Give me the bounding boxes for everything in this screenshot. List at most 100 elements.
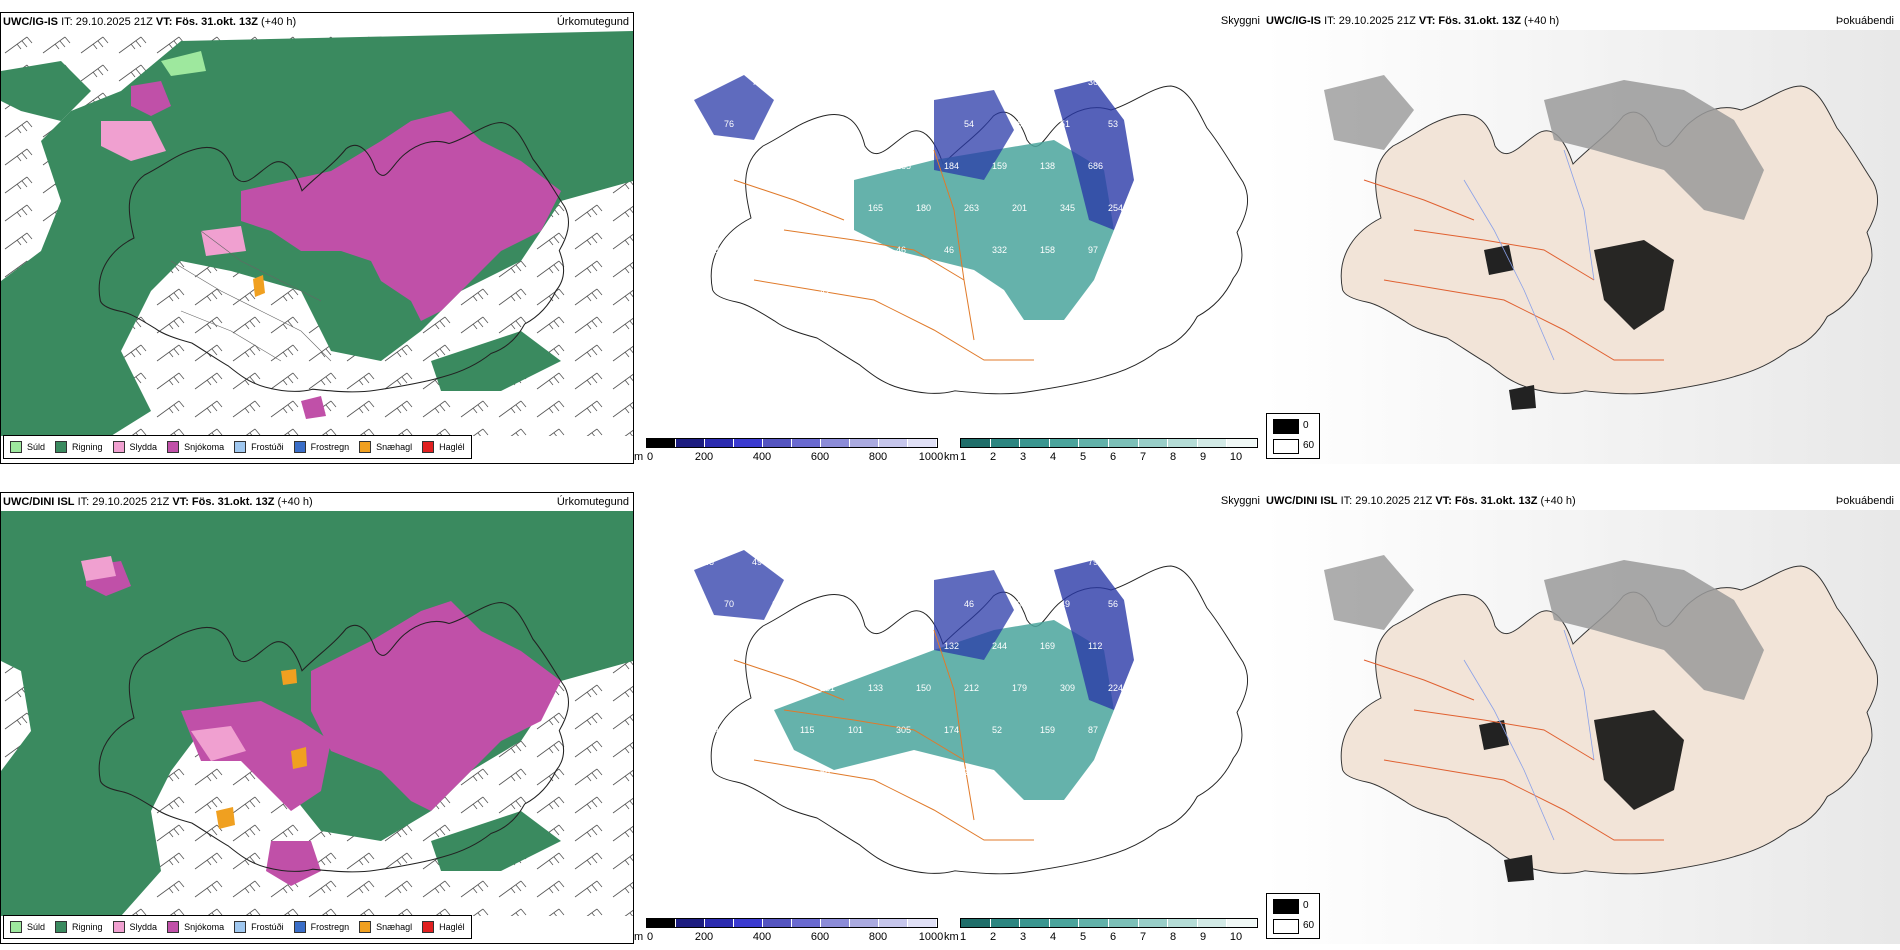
tick-label: 4 (1049, 931, 1057, 943)
visibility-value-label: 95 (848, 161, 858, 171)
tick-label: 600 (810, 451, 830, 463)
legend-swatch (293, 441, 306, 453)
visibility-colorbar: km 1 2 3 4 5 6 7 8 9 10 (944, 918, 1264, 944)
tick-label: 0 (646, 931, 654, 943)
visibility-value-label: 87 (1088, 725, 1098, 735)
ceiling-bar (646, 438, 938, 448)
visibility-value-label: 323 (820, 203, 835, 213)
visibility-value-label: 97 (1088, 245, 1098, 255)
low-ceiling-area (694, 75, 774, 140)
visibility-value-label: 52 (992, 725, 1002, 735)
legend-item: Frostúði (234, 441, 284, 453)
init-time: IT: 29.10.2025 21Z (1340, 495, 1433, 507)
visibility-value-label: 51 (1060, 119, 1070, 129)
tick-label: 6 (1109, 451, 1117, 463)
visibility-value-label: 170 (848, 245, 863, 255)
product-label: Skyggni (1220, 15, 1260, 27)
visibility-value-label: 76 (724, 119, 734, 129)
visibility-value-label: 158 (1040, 245, 1055, 255)
panel-header: UWC/DINI ISL IT: 29.10.2025 21Z VT: Fös.… (1266, 495, 1576, 507)
tick-label: 9 (1199, 451, 1207, 463)
visibility-value-label: 79 (1088, 557, 1098, 567)
visibility-value-label: 178 (800, 161, 815, 171)
legend-white-box (1273, 919, 1299, 934)
product-label: Þokuábendi (1835, 495, 1894, 507)
visibility-value-label: 66 (916, 599, 926, 609)
visibility-value-label: 52 (752, 641, 762, 651)
product-label: Úrkomutegund (556, 496, 629, 508)
visibility-value-label: 295 (752, 161, 767, 171)
tick-label: 6 (1109, 931, 1117, 943)
visibility-value-label: 165 (896, 161, 911, 171)
visibility-value-label: 42 (752, 725, 762, 735)
visibility-value-label: 49 (1060, 599, 1070, 609)
roads (733, 629, 1034, 841)
legend-label: Snjókoma (184, 922, 225, 932)
visibility-value-label: 42 (820, 287, 830, 297)
visibility-value-label: 31 (916, 767, 926, 777)
init-time: IT: 29.10.2025 21Z (1324, 15, 1416, 27)
visibility-bar (960, 918, 1258, 928)
legend-item: Snæhagl (359, 921, 412, 933)
visibility-value-label: 305 (896, 725, 911, 735)
legend-swatch (422, 921, 435, 933)
drizzle-area (161, 51, 206, 76)
fog-area (1484, 245, 1514, 275)
visibility-value-label: 309 (1060, 683, 1075, 693)
fog-map (1264, 30, 1900, 464)
visibility-value-label: 50 (868, 767, 878, 777)
precip-panel-row2: UWC/DINI ISL IT: 29.10.2025 21Z VT: Fös.… (0, 492, 634, 944)
visibility-value-label: 332 (992, 245, 1007, 255)
visibility-value-label: 115 (772, 287, 786, 297)
visibility-value-label: 53 (1108, 119, 1118, 129)
fog-area (1544, 560, 1764, 700)
fog-area (1509, 385, 1536, 410)
legend-item: Snæhagl (359, 441, 412, 453)
tick-label: 200 (694, 931, 714, 943)
legend-label: Frostregn (310, 442, 350, 452)
legend-swatch (112, 441, 125, 453)
tick-label: 7 (1139, 931, 1147, 943)
visibility-value-label: 254 (704, 725, 719, 735)
visibility-value-label: 133 (868, 683, 883, 693)
precip-map (1, 31, 633, 436)
ceiling-unit: m (634, 931, 644, 943)
visibility-value-label: 184 (944, 161, 959, 171)
sleet-area (201, 226, 246, 256)
tick-label: 200 (694, 451, 714, 463)
lead-time: (+40 h) (1540, 495, 1576, 507)
legend-label: Frostúði (251, 442, 284, 452)
visibility-value-label: 53 (820, 119, 830, 129)
ceiling-unit: m (634, 451, 644, 463)
roads (733, 149, 1034, 361)
tick-label: 1 (959, 451, 967, 463)
visibility-value-label: 231 (820, 683, 835, 693)
legend-label: Súld (27, 922, 46, 932)
product-label: Skyggni (1220, 495, 1260, 507)
precip-map (1, 511, 633, 916)
visibility-value-label: 70 (752, 77, 762, 87)
low-vis-area (774, 620, 1114, 800)
init-time: IT: 29.10.2025 21Z (61, 16, 153, 28)
snow-pellets-area (291, 747, 307, 769)
tick-label: 8 (1169, 931, 1177, 943)
legend-item: Súld (10, 921, 45, 933)
visibility-value-label: 46 (964, 599, 974, 609)
legend-item: Snjókoma (167, 441, 224, 453)
lead-time: (+40 h) (261, 16, 297, 28)
visibility-colorbar: km 1 2 3 4 5 6 7 8 9 10 (944, 438, 1264, 464)
tick-label: 400 (752, 931, 772, 943)
tick-label: 800 (868, 931, 888, 943)
legend-swatch (422, 441, 435, 453)
visibility-value-label: 212 (964, 683, 979, 693)
legend-swatch (55, 441, 68, 453)
low-ceiling-area (1054, 560, 1134, 710)
visibility-value-label: 49 (916, 119, 926, 129)
visibility-map: 63 70 69 59 68 53 44 43 36 76 72 53 70 49 54 48 51 53 51 29… (694, 75, 1249, 395)
sleet-area (191, 726, 246, 761)
fog-area (1479, 720, 1509, 750)
visibility-unit: km (944, 931, 959, 943)
fog-area (1594, 710, 1684, 810)
legend-swatch (359, 921, 372, 933)
legend-swatch (167, 441, 180, 453)
